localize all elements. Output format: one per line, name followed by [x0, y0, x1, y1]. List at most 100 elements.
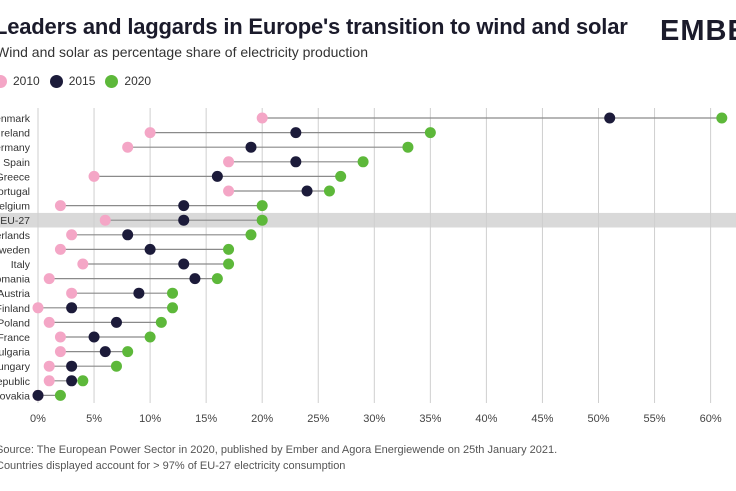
category-label: EU-27: [0, 215, 30, 227]
category-label: Italy: [11, 259, 31, 271]
chart-subtitle: Wind and solar as percentage share of el…: [0, 44, 368, 60]
point-2015: [88, 331, 100, 343]
source-note: Source: The European Power Sector in 202…: [0, 444, 558, 456]
chart-title: Leaders and laggards in Europe's transit…: [0, 14, 628, 39]
point-2010: [32, 302, 44, 314]
legend-item-2015: 2015: [49, 74, 96, 88]
point-2020: [716, 112, 728, 124]
x-tick-label: 0%: [30, 413, 46, 425]
category-label: Poland: [0, 317, 30, 329]
point-2015: [66, 302, 78, 314]
point-2010: [54, 346, 66, 358]
point-2010: [122, 141, 134, 153]
legend-marker-2015: [49, 74, 63, 88]
category-label: Sweden: [0, 244, 30, 256]
point-2020: [122, 346, 134, 358]
point-2010: [77, 258, 89, 270]
point-2015: [66, 375, 78, 387]
legend-item-2010: 2010: [0, 74, 40, 88]
legend-item-2020: 2020: [105, 74, 151, 88]
x-tick-label: 55%: [644, 413, 666, 425]
category-label: Denmark: [0, 113, 31, 125]
legend: 2010 2015 2020: [0, 72, 161, 90]
point-2020: [144, 331, 156, 343]
category-label: Finland: [0, 303, 30, 315]
point-2010: [54, 243, 66, 255]
point-2015: [122, 229, 134, 241]
x-tick-label: 45%: [531, 413, 553, 425]
legend-marker-2010: [0, 74, 7, 88]
point-2015: [133, 287, 145, 299]
point-2020: [77, 375, 89, 387]
legend-marker-2020: [105, 74, 119, 88]
legend-label-2015: 2015: [68, 74, 96, 88]
point-2015: [290, 156, 302, 168]
ember-logo: EMBER: [660, 15, 736, 47]
point-2010: [256, 112, 268, 124]
legend-label-2020: 2020: [124, 74, 152, 88]
point-2020: [335, 170, 347, 182]
point-2015: [604, 112, 616, 124]
coverage-note: Countries displayed account for > 97% of…: [0, 460, 346, 472]
point-2015: [32, 389, 44, 401]
point-2020: [245, 229, 257, 241]
x-tick-label: 60%: [700, 413, 722, 425]
x-tick-label: 25%: [307, 413, 329, 425]
point-2020: [110, 360, 122, 372]
point-2015: [301, 185, 313, 197]
point-2020: [323, 185, 335, 197]
point-2020: [256, 200, 268, 212]
category-label: Ireland: [0, 128, 30, 140]
legend-label-2010: 2010: [13, 74, 40, 88]
point-2010: [223, 185, 235, 197]
point-2010: [43, 273, 55, 285]
x-tick-label: 50%: [587, 413, 609, 425]
category-label: Austria: [0, 288, 30, 300]
point-2020: [223, 258, 235, 270]
point-2010: [54, 200, 66, 212]
point-2015: [99, 346, 111, 358]
x-tick-label: 40%: [475, 413, 497, 425]
category-label: France: [0, 332, 30, 344]
point-2010: [144, 127, 156, 139]
category-label: Spain: [3, 157, 30, 169]
category-label: Germany: [0, 142, 31, 154]
category-label: Belgium: [0, 201, 30, 213]
point-2010: [43, 360, 55, 372]
point-2010: [66, 229, 78, 241]
point-2020: [54, 389, 66, 401]
point-2015: [144, 243, 156, 255]
point-2010: [223, 156, 235, 168]
category-label: Greece: [0, 171, 30, 183]
category-label: Netherlands: [0, 230, 30, 242]
point-2020: [223, 243, 235, 255]
point-2015: [178, 214, 190, 226]
point-2010: [66, 287, 78, 299]
x-tick-label: 10%: [139, 413, 161, 425]
x-tick-label: 20%: [251, 413, 273, 425]
point-2010: [99, 214, 111, 226]
point-2010: [43, 316, 55, 328]
x-tick-label: 15%: [195, 413, 217, 425]
point-2015: [178, 258, 190, 270]
point-2020: [155, 316, 167, 328]
point-2015: [178, 200, 190, 212]
point-2010: [88, 170, 100, 182]
point-2020: [357, 156, 369, 168]
category-label: Hungary: [0, 361, 31, 373]
point-2015: [290, 127, 302, 139]
point-2015: [211, 170, 223, 182]
point-2015: [110, 316, 122, 328]
point-2020: [256, 214, 268, 226]
point-2020: [167, 287, 179, 299]
category-label: Slovakia: [0, 390, 30, 402]
point-2020: [402, 141, 414, 153]
point-2015: [66, 360, 78, 372]
category-label: Portugal: [0, 186, 30, 198]
category-label: Romania: [0, 274, 30, 286]
x-tick-label: 30%: [363, 413, 385, 425]
point-2010: [43, 375, 55, 387]
category-label: Bulgaria: [0, 347, 30, 359]
point-2015: [245, 141, 257, 153]
